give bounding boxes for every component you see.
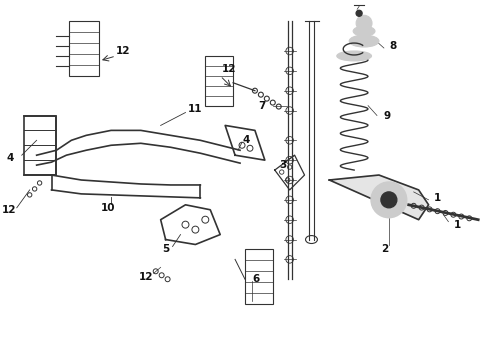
Text: 8: 8 xyxy=(389,41,396,51)
Ellipse shape xyxy=(349,35,379,47)
Text: 12: 12 xyxy=(2,205,16,215)
Text: 5: 5 xyxy=(163,244,170,255)
Text: 1: 1 xyxy=(434,193,441,203)
Text: 12: 12 xyxy=(116,46,130,56)
Text: 4: 4 xyxy=(7,153,14,163)
Ellipse shape xyxy=(337,51,371,61)
Circle shape xyxy=(356,15,372,31)
Text: 2: 2 xyxy=(381,244,388,255)
Text: 12: 12 xyxy=(139,272,153,282)
Bar xyxy=(205,56,233,105)
Text: 6: 6 xyxy=(252,274,259,284)
Circle shape xyxy=(371,182,407,218)
Text: 9: 9 xyxy=(384,111,391,121)
Bar xyxy=(245,249,273,304)
Text: 1: 1 xyxy=(453,220,461,230)
Text: 12: 12 xyxy=(222,64,237,74)
Text: 10: 10 xyxy=(101,203,116,213)
Text: 3: 3 xyxy=(280,160,287,170)
Circle shape xyxy=(356,10,362,16)
Ellipse shape xyxy=(353,26,375,36)
Bar xyxy=(70,21,99,76)
Text: 11: 11 xyxy=(188,104,202,113)
Text: 7: 7 xyxy=(258,100,265,111)
Polygon shape xyxy=(329,175,429,220)
Text: 4: 4 xyxy=(242,135,249,145)
Circle shape xyxy=(381,192,397,208)
